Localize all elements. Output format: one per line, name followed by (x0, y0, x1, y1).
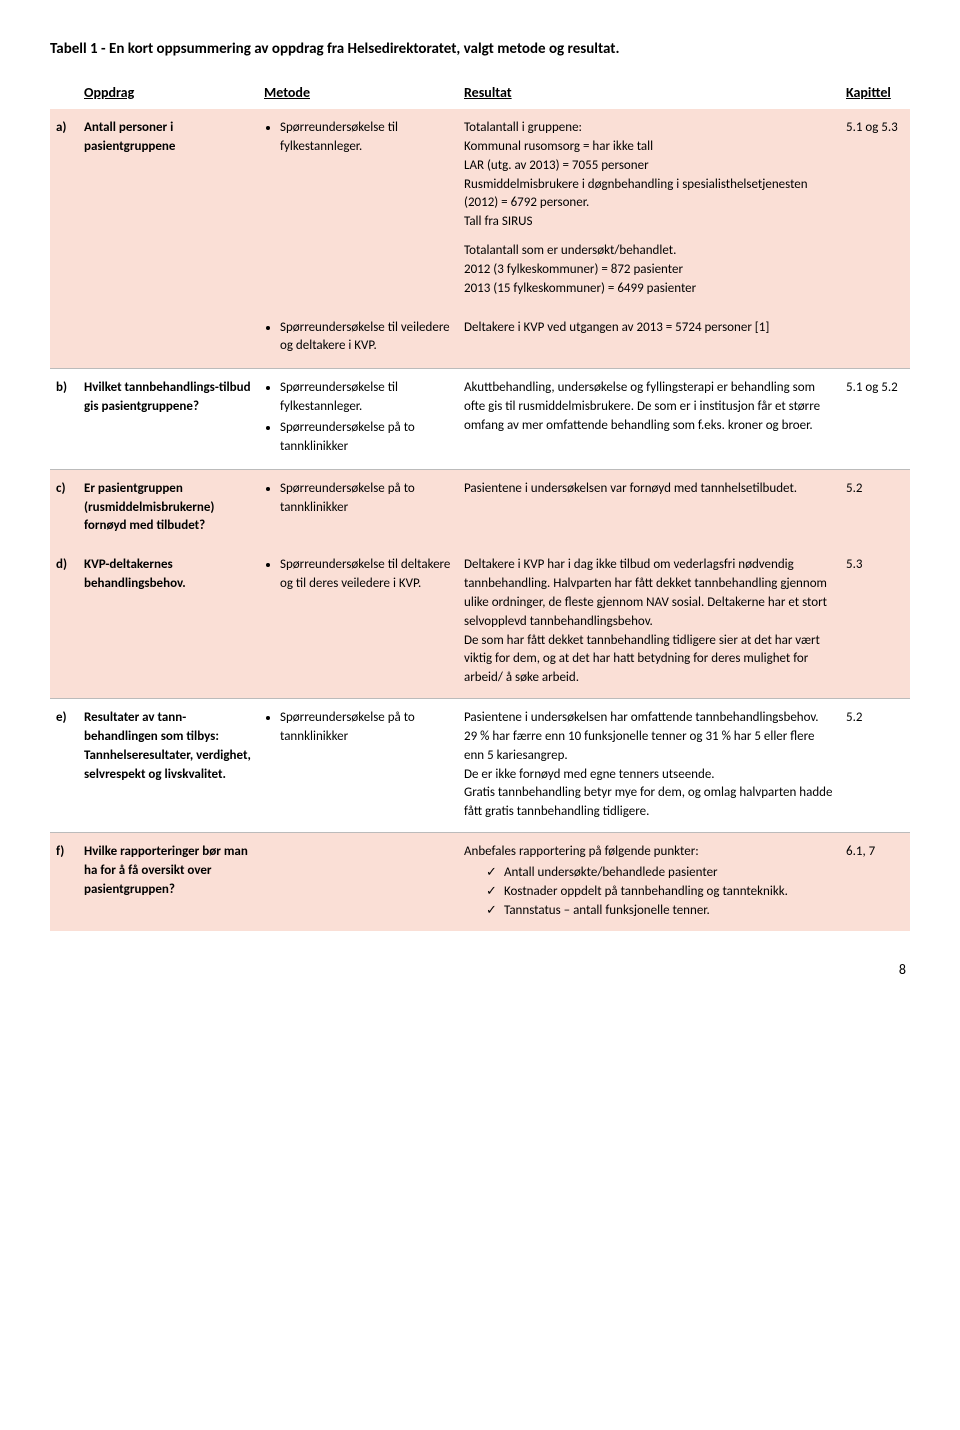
row-oppdrag: Er pasientgruppen (rusmiddelmisbrukerne)… (78, 469, 258, 546)
row-kapittel: 6.1, 7 (840, 833, 910, 931)
row-kapittel: 5.1 og 5.2 (840, 369, 910, 469)
row-letter: d) (50, 546, 78, 698)
table-row-continuation: Spørreundersøkelse til veiledere og delt… (50, 309, 910, 369)
check-item: Tannstatus – antall funksjonelle tenner. (504, 902, 834, 921)
table-row: c) Er pasientgruppen (rusmiddelmisbruker… (50, 469, 910, 546)
row-resultat: Anbefales rapportering på følgende punkt… (458, 833, 840, 931)
result-paragraph: Totalantall som er undersøkt/behandlet. … (464, 242, 834, 299)
row-oppdrag: KVP-deltakernes behandlingsbehov. (78, 546, 258, 698)
metode-item: Spørreundersøkelse til fylkestannleger. (280, 119, 452, 157)
row-kapittel: 5.1 og 5.3 (840, 109, 910, 309)
row-metode: Spørreundersøkelse på to tannklinikker (258, 469, 458, 546)
metode-item: Spørreundersøkelse på to tannklinikker (280, 419, 452, 457)
row-letter: a) (50, 109, 78, 309)
table-title: Tabell 1 - En kort oppsummering av oppdr… (50, 40, 910, 58)
check-item: Antall undersøkte/behandlede pasienter (504, 864, 834, 883)
row-oppdrag: Resultater av tann-behandlingen som tilb… (78, 699, 258, 833)
result-paragraph: Totalantall i gruppene: Kommunal rusomso… (464, 119, 834, 232)
row-letter: f) (50, 833, 78, 931)
metode-item: Spørreundersøkelse til veiledere og delt… (280, 319, 452, 357)
result-intro: Anbefales rapportering på følgende punkt… (464, 843, 834, 862)
row-metode: Spørreundersøkelse til deltakere og til … (258, 546, 458, 698)
table-row: f) Hvilke rapporteringer bør man ha for … (50, 833, 910, 931)
metode-item: Spørreundersøkelse på to tannklinikker (280, 480, 452, 518)
table-row: e) Resultater av tann-behandlingen som t… (50, 699, 910, 833)
row-resultat: Totalantall i gruppene: Kommunal rusomso… (458, 109, 840, 309)
summary-table: Oppdrag Metode Resultat Kapittel a) Anta… (50, 76, 910, 931)
row-letter: e) (50, 699, 78, 833)
header-resultat: Resultat (458, 76, 840, 109)
row-oppdrag: Hvilke rapporteringer bør man ha for å f… (78, 833, 258, 931)
row-resultat: Akuttbehandling, undersøkelse og fylling… (458, 369, 840, 469)
row-resultat: Pasientene i undersøkelsen var fornøyd m… (458, 469, 840, 546)
row-letter: c) (50, 469, 78, 546)
metode-item: Spørreundersøkelse til fylkestannleger. (280, 379, 452, 417)
row-resultat: Deltakere i KVP har i dag ikke tilbud om… (458, 546, 840, 698)
row-metode: Spørreundersøkelse til fylkestannleger. … (258, 369, 458, 469)
header-kapittel: Kapittel (840, 76, 910, 109)
row-metode: Spørreundersøkelse på to tannklinikker (258, 699, 458, 833)
result-paragraph: Deltakere i KVP ved utgangen av 2013 = 5… (464, 319, 834, 338)
row-resultat: Pasientene i undersøkelsen har omfattend… (458, 699, 840, 833)
row-letter: b) (50, 369, 78, 469)
row-metode: Spørreundersøkelse til fylkestannleger. (258, 109, 458, 309)
row-kapittel: 5.3 (840, 546, 910, 698)
row-oppdrag: Antall personer i pasientgruppene (78, 109, 258, 309)
row-kapittel: 5.2 (840, 699, 910, 833)
table-row: a) Antall personer i pasientgruppene Spø… (50, 109, 910, 309)
table-header-row: Oppdrag Metode Resultat Kapittel (50, 76, 910, 109)
row-kapittel: 5.2 (840, 469, 910, 546)
header-metode: Metode (258, 76, 458, 109)
check-item: Kostnader oppdelt på tannbehandling og t… (504, 883, 834, 902)
row-resultat: Deltakere i KVP ved utgangen av 2013 = 5… (458, 309, 840, 369)
row-oppdrag: Hvilket tannbehandlings-tilbud gis pasie… (78, 369, 258, 469)
metode-item: Spørreundersøkelse på to tannklinikker (280, 709, 452, 747)
row-metode: Spørreundersøkelse til veiledere og delt… (258, 309, 458, 369)
row-metode (258, 833, 458, 931)
header-oppdrag: Oppdrag (78, 76, 258, 109)
page-number: 8 (50, 961, 910, 978)
table-row: d) KVP-deltakernes behandlingsbehov. Spø… (50, 546, 910, 698)
metode-item: Spørreundersøkelse til deltakere og til … (280, 556, 452, 594)
table-row: b) Hvilket tannbehandlings-tilbud gis pa… (50, 369, 910, 469)
